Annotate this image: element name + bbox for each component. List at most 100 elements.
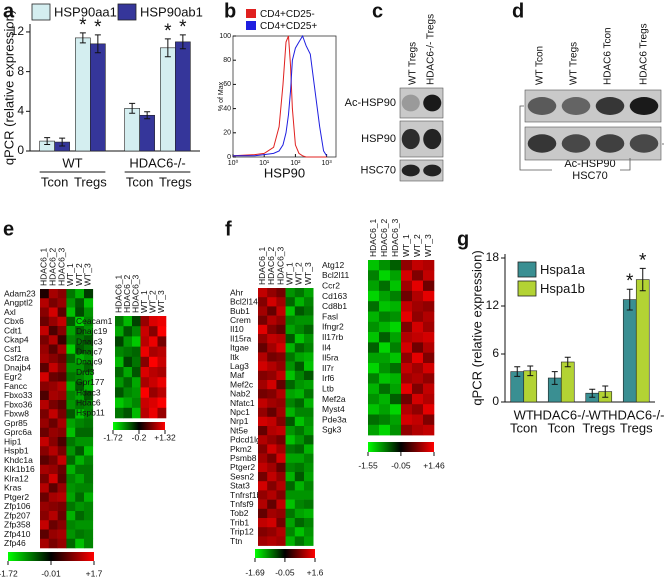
heatmap-cell — [276, 315, 286, 326]
heatmap-cell — [258, 361, 268, 372]
row-label: Myst4 — [322, 404, 345, 414]
heatmap-cell — [115, 397, 124, 409]
error-bar — [59, 137, 66, 147]
heatmap-cell — [276, 416, 286, 427]
heatmap-cell — [412, 404, 424, 415]
heatmap-cell — [258, 398, 268, 408]
heatmap-cell — [304, 481, 314, 491]
row-label: Ifngr2 — [322, 322, 344, 332]
row-label: Drd3 — [76, 367, 95, 377]
heatmap-cell — [84, 335, 94, 345]
y-tick-label: 18 — [486, 250, 500, 264]
panel-label: b — [224, 0, 236, 22]
heatmap-cell — [258, 380, 268, 390]
heatmap-cell — [368, 404, 380, 415]
significance-mark: * — [179, 17, 187, 38]
heatmap-cell — [258, 334, 268, 344]
heatmap-cell — [40, 418, 50, 429]
heatmap-cell — [48, 344, 58, 355]
heatmap-cell — [40, 474, 50, 484]
heatmap-cell — [294, 508, 305, 519]
colorbar-tick-label: -1.72 — [0, 568, 18, 578]
heatmap-cell — [276, 352, 286, 362]
heatmap-cell — [267, 536, 277, 546]
heatmap-cell — [40, 298, 50, 308]
heatmap-cell — [75, 446, 85, 456]
row-label: Psmb8 — [230, 453, 257, 463]
colorbar-tick-label: +1.46 — [423, 460, 445, 470]
blot-band — [401, 164, 420, 177]
heatmap-cell — [276, 398, 286, 408]
error-bar — [626, 288, 633, 311]
blot-band — [423, 164, 442, 177]
column-label: WT_3 — [83, 263, 93, 286]
heatmap-cell — [57, 409, 67, 419]
heatmap-cell — [267, 343, 277, 353]
heatmap-cell — [294, 380, 305, 390]
heatmap-cell — [57, 437, 67, 447]
heatmap-cell — [412, 280, 424, 292]
heatmap-cell — [258, 416, 268, 427]
heatmap-cell — [401, 260, 413, 271]
panel-label: a — [3, 0, 15, 22]
y-tick-label: 80 — [223, 57, 231, 64]
heatmap-cell — [75, 372, 85, 382]
row-label: Bcl2l14 — [230, 297, 258, 307]
heatmap-cell — [75, 344, 85, 355]
heatmap-cell — [66, 437, 76, 447]
panel-label: d — [512, 0, 524, 22]
heatmap-cell — [285, 352, 296, 362]
heatmap-cell — [423, 260, 435, 271]
heatmap-cell — [48, 390, 58, 401]
heatmap-cell — [132, 397, 141, 409]
heatmap-cell — [258, 453, 268, 464]
heatmap-cell — [48, 298, 58, 308]
heatmap-cell — [267, 324, 277, 335]
row-label: Il10 — [230, 324, 244, 334]
heatmap-cell — [368, 301, 380, 312]
heatmap-cell — [423, 352, 435, 364]
heatmap-cell — [390, 393, 402, 405]
heatmap-cell — [258, 472, 268, 482]
row-label: Zfp46 — [4, 538, 26, 548]
row-label: Zfp106 — [4, 501, 31, 511]
heatmap-cell — [423, 393, 435, 405]
heatmap-cell — [157, 377, 167, 388]
heatmap-cell — [84, 418, 94, 429]
heatmap-cell — [40, 483, 50, 493]
blot-band — [561, 97, 591, 115]
heatmap-cell — [84, 353, 94, 364]
heatmap-cell — [66, 307, 76, 318]
heatmap-cell — [276, 407, 286, 418]
heatmap-cell — [149, 326, 158, 337]
heatmap-cell — [412, 311, 424, 323]
heatmap-cell — [267, 435, 277, 445]
row-label: Npc1 — [230, 407, 250, 417]
lane-label: HDAC6-/- Tregs — [426, 14, 437, 85]
heatmap-cell — [401, 321, 413, 333]
heatmap-cell — [276, 297, 286, 307]
heatmap-cell — [123, 367, 133, 378]
heatmap-cell — [423, 383, 435, 395]
x-tick-label: WT — [589, 407, 609, 422]
group-label: HDAC6-/- — [129, 155, 185, 170]
x-tick-label: 10⁰ — [228, 159, 239, 167]
heatmap-cell — [401, 342, 413, 353]
blot-band — [629, 97, 659, 115]
heatmap-cell — [66, 381, 76, 392]
group-label: WT — [62, 155, 82, 170]
heatmap-cell — [423, 290, 435, 302]
heatmap-cell — [258, 343, 268, 353]
heatmap-cell — [48, 316, 58, 327]
colorbar — [8, 552, 94, 561]
bracket — [620, 158, 631, 171]
row-label: Ckap4 — [4, 335, 29, 345]
heatmap-cell — [379, 373, 391, 384]
heatmap-cell — [75, 483, 85, 493]
row-label: Zfp358 — [4, 520, 31, 530]
heatmap-cell — [390, 301, 402, 312]
heatmap-cell — [267, 398, 277, 408]
heatmap-cell — [66, 511, 76, 521]
x-tick-label: Tregs — [159, 174, 192, 189]
heatmap-cell — [304, 297, 314, 307]
